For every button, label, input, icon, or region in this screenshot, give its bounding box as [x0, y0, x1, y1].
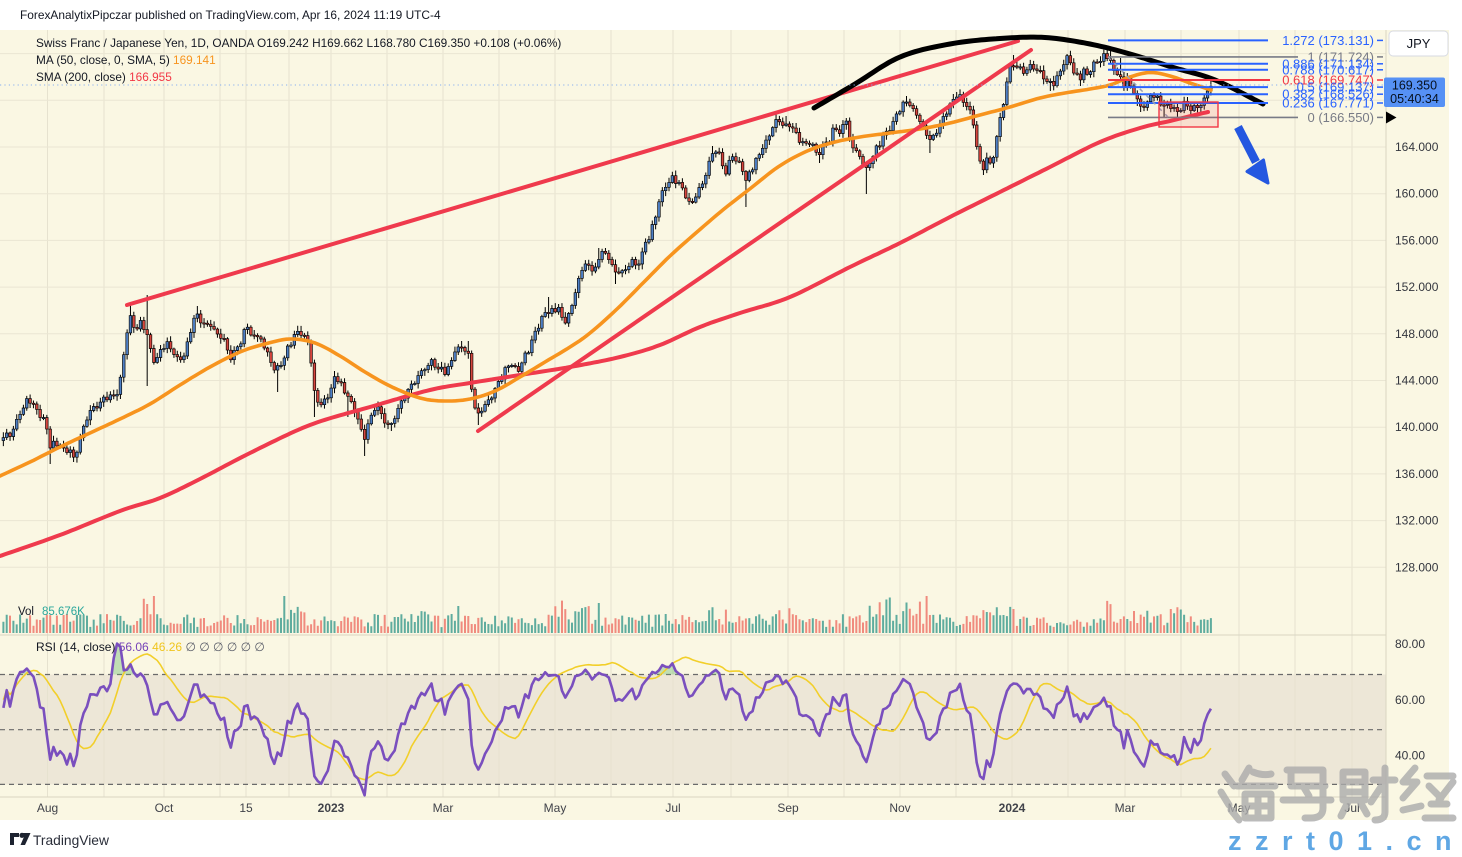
svg-text:05:40:34: 05:40:34	[1390, 92, 1439, 106]
svg-text:Vol: Vol	[18, 606, 34, 618]
svg-text:0.382 (168.526): 0.382 (168.526)	[1282, 87, 1374, 102]
svg-text:40.00: 40.00	[1395, 749, 1425, 763]
svg-text:132.000: 132.000	[1395, 514, 1439, 528]
svg-text:Aug: Aug	[37, 801, 58, 815]
svg-text:0.618 (169.747): 0.618 (169.747)	[1282, 73, 1374, 88]
svg-text:SMA (200, close) 166.955: SMA (200, close) 166.955	[36, 70, 172, 84]
svg-text:Jul: Jul	[665, 801, 680, 815]
svg-text:0.236 (167.771): 0.236 (167.771)	[1282, 96, 1374, 111]
svg-text:RSI (14, close) 56.06 46.26: RSI (14, close) 56.06 46.26 ∅ ∅ ∅ ∅ ∅ ∅	[36, 640, 265, 654]
svg-text:80.00: 80.00	[1395, 637, 1425, 651]
svg-text:164.000: 164.000	[1395, 140, 1439, 154]
svg-text:Mar: Mar	[1115, 801, 1136, 815]
svg-text:MA (50, close, 0, SMA, 5) 169: MA (50, close, 0, SMA, 5) 169.141	[36, 53, 216, 67]
svg-text:128.000: 128.000	[1395, 560, 1439, 574]
svg-text:144.000: 144.000	[1395, 374, 1439, 388]
svg-text:ForexAnalytixPipczar published: ForexAnalytixPipczar published on Tradin…	[20, 8, 441, 22]
svg-text:2024: 2024	[999, 801, 1026, 815]
svg-text:140.000: 140.000	[1395, 420, 1439, 434]
svg-text:85.676K: 85.676K	[42, 606, 85, 618]
svg-text:156.000: 156.000	[1395, 233, 1439, 247]
svg-text:160.000: 160.000	[1395, 187, 1439, 201]
svg-text:2023: 2023	[318, 801, 345, 815]
svg-text:1 (171.724): 1 (171.724)	[1308, 49, 1375, 64]
svg-text:0.886 (171.134): 0.886 (171.134)	[1282, 56, 1374, 71]
svg-text:148.000: 148.000	[1395, 327, 1439, 341]
svg-text:60.00: 60.00	[1395, 693, 1425, 707]
svg-text:136.000: 136.000	[1395, 467, 1439, 481]
svg-text:JPY: JPY	[1407, 36, 1431, 51]
svg-text:Nov: Nov	[889, 801, 910, 815]
svg-text:Oct: Oct	[155, 801, 174, 815]
svg-text:1.272 (173.131): 1.272 (173.131)	[1282, 33, 1374, 48]
svg-text:0.5 (169.137): 0.5 (169.137)	[1297, 80, 1374, 95]
svg-text:169.350: 169.350	[1392, 79, 1437, 93]
svg-text:15: 15	[239, 801, 253, 815]
svg-text:0.788 (170.617): 0.788 (170.617)	[1282, 62, 1374, 77]
svg-text:Mar: Mar	[433, 801, 454, 815]
svg-text:152.000: 152.000	[1395, 280, 1439, 294]
svg-text:Sep: Sep	[777, 801, 799, 815]
svg-text:May: May	[544, 801, 567, 815]
svg-text:zzrt01.cn: zzrt01.cn	[1228, 826, 1462, 856]
svg-text:0 (166.550): 0 (166.550)	[1308, 110, 1375, 125]
svg-text:Swiss Franc / Japanese Yen, 1D: Swiss Franc / Japanese Yen, 1D, OANDA O1…	[36, 36, 561, 50]
svg-text:TradingView: TradingView	[33, 833, 109, 848]
